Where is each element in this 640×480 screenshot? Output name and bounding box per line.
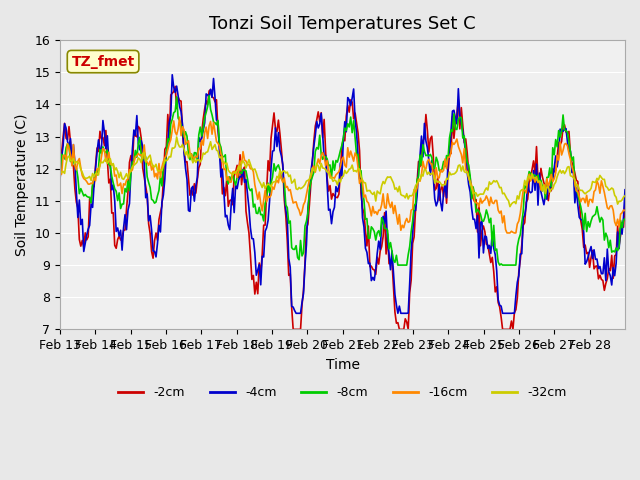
-32cm bbox=[173, 134, 180, 140]
-8cm bbox=[93, 172, 101, 178]
-8cm bbox=[546, 165, 554, 171]
-2cm bbox=[462, 136, 470, 142]
-16cm bbox=[503, 230, 511, 236]
-16cm bbox=[76, 156, 83, 161]
-2cm bbox=[546, 185, 554, 191]
-16cm bbox=[620, 207, 627, 213]
-2cm bbox=[93, 145, 101, 151]
Y-axis label: Soil Temperature (C): Soil Temperature (C) bbox=[15, 113, 29, 256]
-32cm bbox=[76, 161, 83, 167]
-2cm bbox=[350, 116, 358, 122]
-8cm bbox=[348, 130, 356, 135]
-16cm bbox=[348, 154, 356, 159]
-8cm bbox=[620, 217, 627, 223]
-4cm bbox=[350, 86, 358, 92]
Legend: -2cm, -4cm, -8cm, -16cm, -32cm: -2cm, -4cm, -8cm, -16cm, -32cm bbox=[113, 381, 572, 404]
Line: -32cm: -32cm bbox=[60, 137, 625, 206]
-16cm bbox=[56, 172, 64, 178]
-8cm bbox=[394, 262, 402, 268]
-32cm bbox=[460, 169, 468, 175]
-4cm bbox=[56, 175, 64, 180]
Text: TZ_fmet: TZ_fmet bbox=[72, 55, 134, 69]
-2cm bbox=[289, 326, 297, 332]
-32cm bbox=[56, 169, 64, 175]
-4cm bbox=[546, 187, 554, 192]
-4cm bbox=[76, 197, 83, 203]
-32cm bbox=[348, 162, 356, 168]
-8cm bbox=[56, 174, 64, 180]
-16cm bbox=[460, 146, 468, 152]
-2cm bbox=[621, 200, 629, 206]
-32cm bbox=[93, 170, 101, 176]
-16cm bbox=[621, 208, 629, 214]
Line: -16cm: -16cm bbox=[60, 117, 625, 233]
-8cm bbox=[462, 149, 470, 155]
-4cm bbox=[168, 72, 176, 78]
X-axis label: Time: Time bbox=[326, 358, 360, 372]
Line: -4cm: -4cm bbox=[60, 75, 625, 313]
-4cm bbox=[93, 149, 101, 155]
-2cm bbox=[620, 224, 627, 230]
Title: Tonzi Soil Temperatures Set C: Tonzi Soil Temperatures Set C bbox=[209, 15, 476, 33]
-32cm bbox=[506, 204, 514, 209]
-2cm bbox=[56, 154, 64, 160]
-16cm bbox=[546, 179, 554, 184]
-4cm bbox=[462, 152, 470, 158]
Line: -2cm: -2cm bbox=[60, 86, 625, 329]
-4cm bbox=[620, 214, 627, 220]
-2cm bbox=[76, 237, 83, 242]
-16cm bbox=[93, 166, 101, 172]
-8cm bbox=[205, 93, 213, 98]
-2cm bbox=[172, 84, 179, 89]
-16cm bbox=[176, 114, 184, 120]
-8cm bbox=[76, 191, 83, 197]
-4cm bbox=[292, 311, 300, 316]
-32cm bbox=[621, 193, 629, 199]
-32cm bbox=[620, 194, 627, 200]
-8cm bbox=[621, 216, 629, 222]
Line: -8cm: -8cm bbox=[60, 96, 625, 265]
-32cm bbox=[546, 189, 554, 195]
-4cm bbox=[621, 187, 629, 192]
